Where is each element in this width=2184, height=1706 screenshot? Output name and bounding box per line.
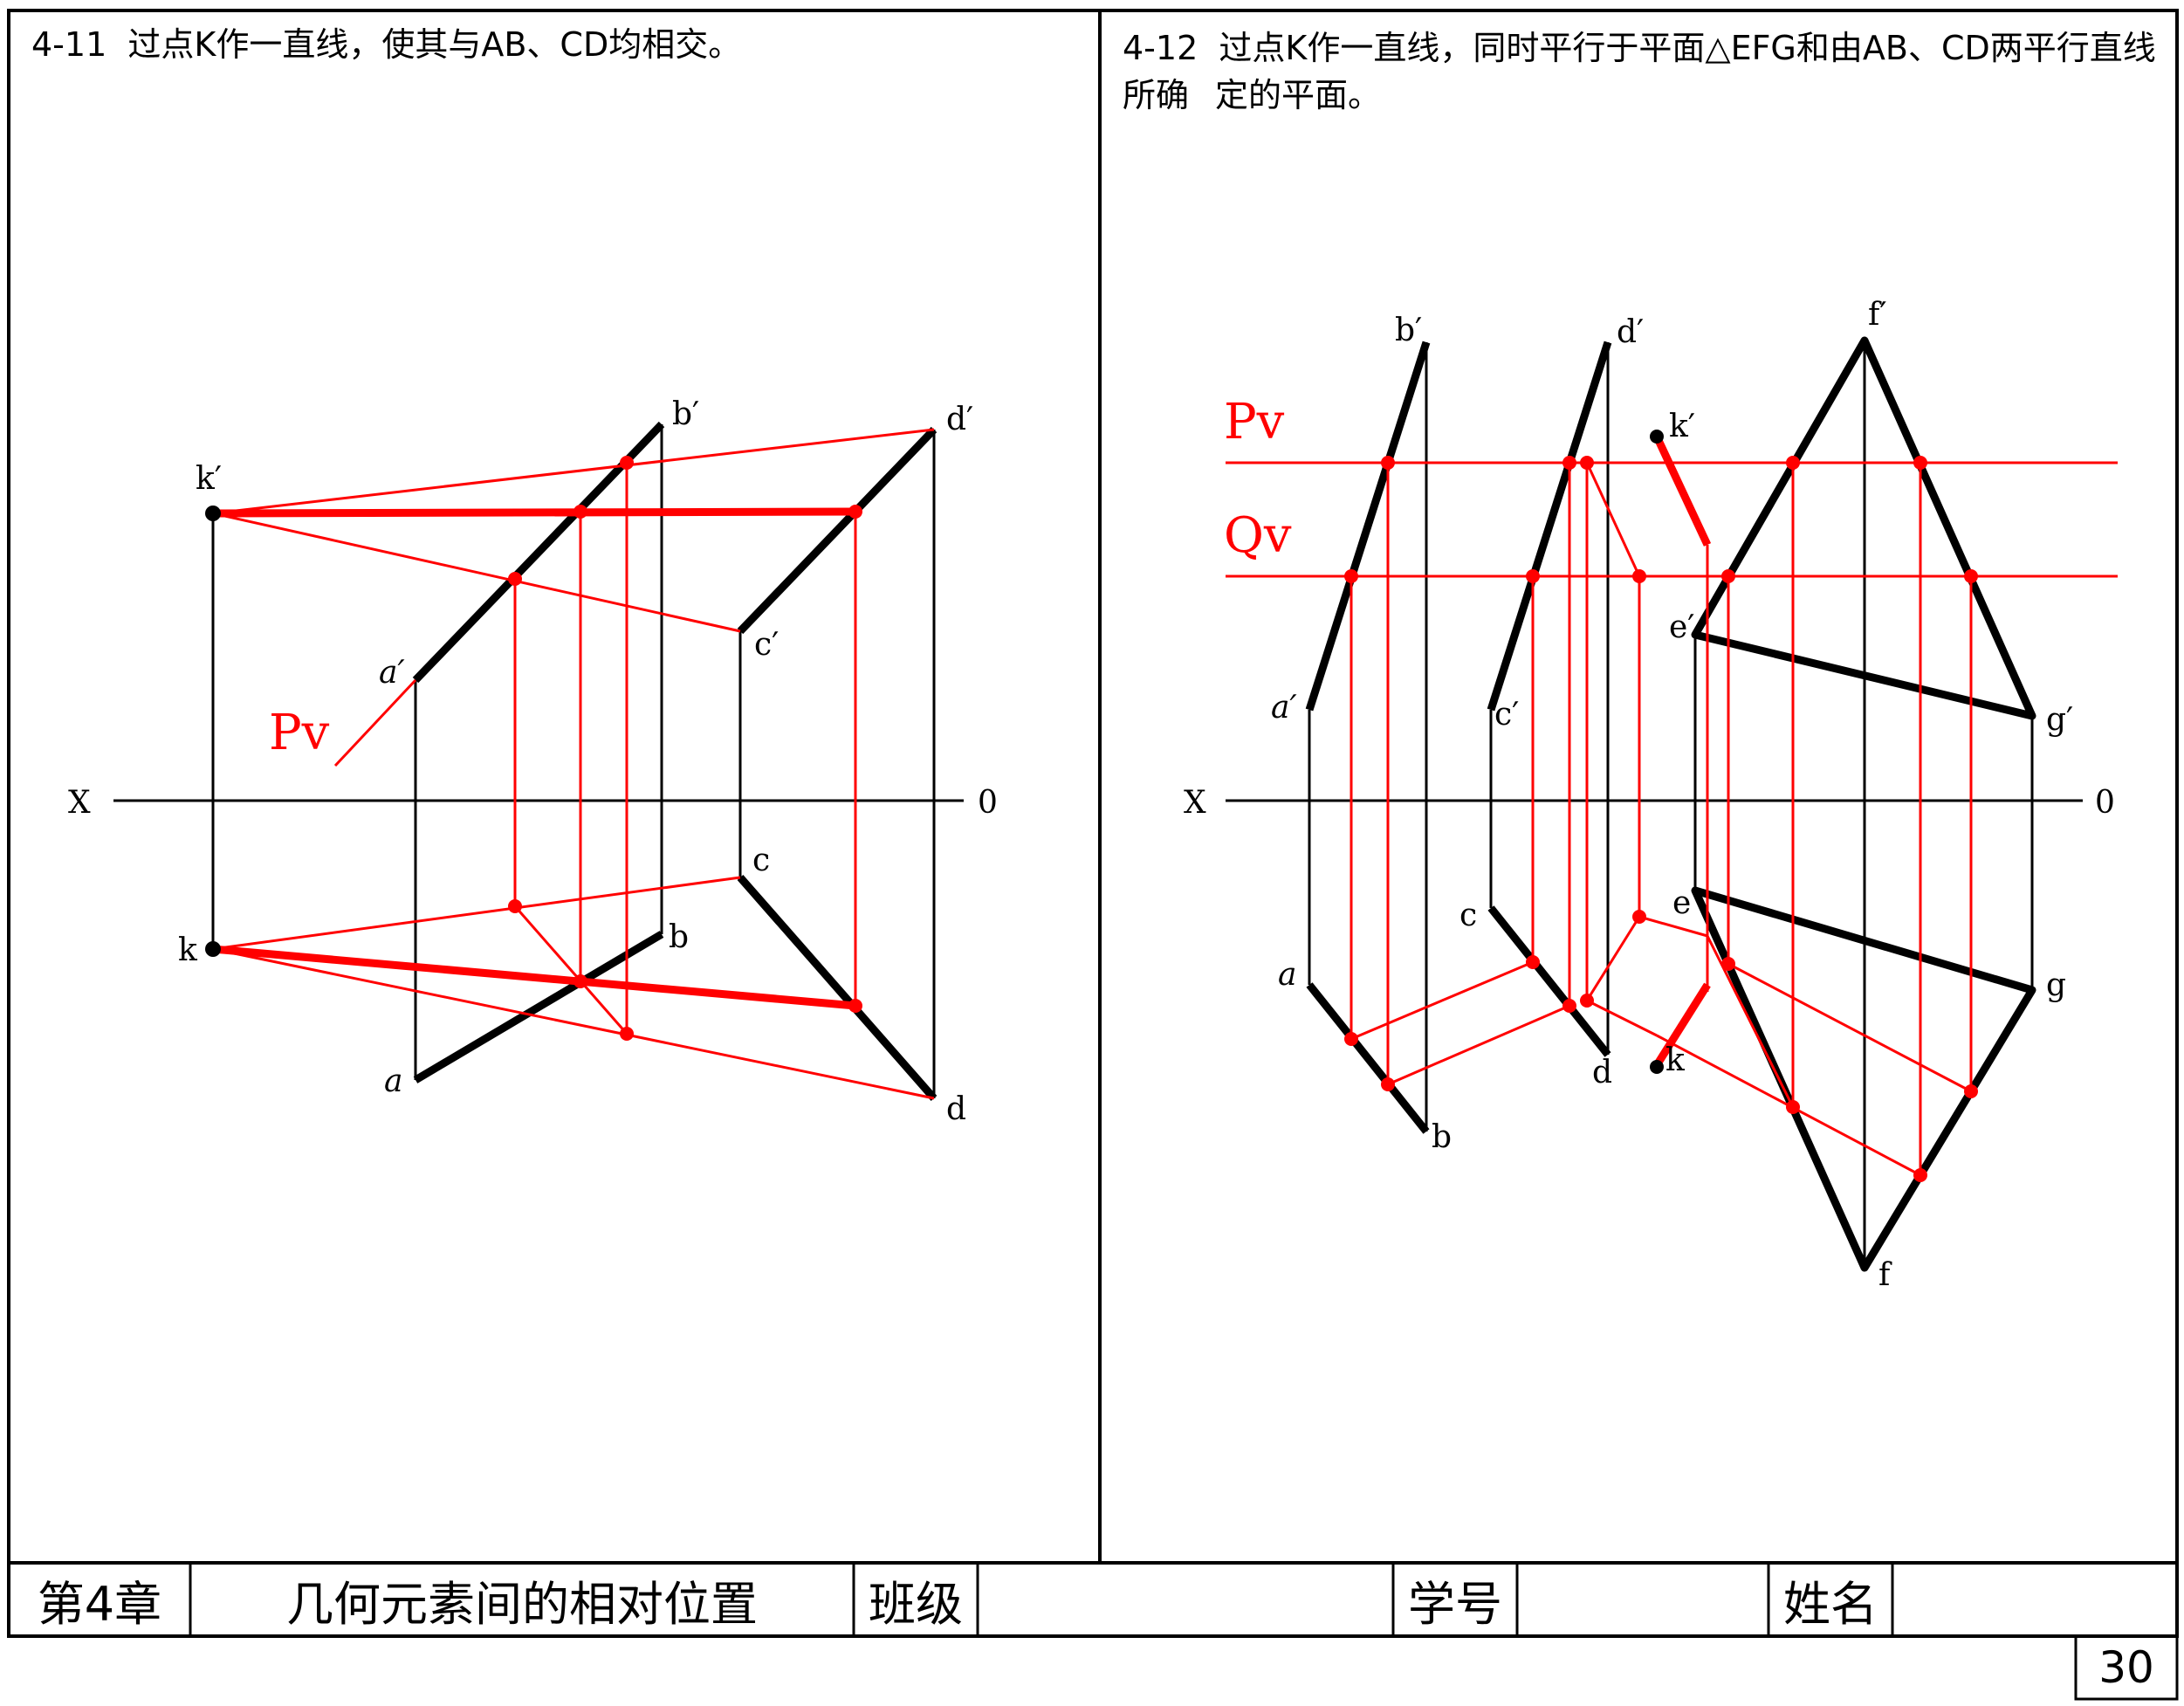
solution-line-front	[212, 507, 856, 518]
problem-text: 过点K作一直线，使其与AB、CD均相交。	[127, 25, 742, 64]
label-d': d′	[1617, 314, 1644, 350]
problem-number: 4-11	[31, 25, 107, 64]
label-k': k′	[1669, 409, 1695, 444]
red-point	[573, 974, 587, 988]
k'-c'-line	[212, 512, 741, 633]
name-label: 姓名	[1783, 1576, 1878, 1632]
label-g': g′	[2046, 702, 2073, 738]
point-k	[205, 941, 221, 957]
axis-x-label: X	[68, 785, 91, 821]
label-d: d	[1592, 1055, 1612, 1090]
red-link	[1387, 1004, 1570, 1086]
red-point	[620, 456, 634, 470]
red-link	[1585, 916, 1641, 1001]
label-b: b	[1432, 1119, 1452, 1155]
point-k	[1650, 1060, 1664, 1074]
line-ab	[1306, 982, 1430, 1134]
label-pv: Pv	[1224, 394, 1285, 451]
label-k: k	[1665, 1042, 1686, 1078]
class-label: 班级	[869, 1576, 963, 1632]
line-a'b'	[1305, 341, 1431, 712]
problem-text-line2: 定的平面。	[1215, 76, 1382, 114]
problem-number: 4-12	[1123, 29, 1198, 67]
red-point	[848, 505, 862, 519]
red-link	[1727, 962, 1972, 1093]
label-b': b′	[1395, 313, 1422, 348]
point-k'	[205, 506, 221, 521]
label-e': e′	[1669, 609, 1694, 645]
problem-4-12-title-line2: 定的平面。	[1215, 72, 1381, 119]
red-point	[620, 1027, 634, 1041]
axis-origin-label: 0	[978, 785, 998, 821]
label-a': a′	[1271, 690, 1297, 726]
line-cd	[1487, 905, 1611, 1057]
problem-text-line1: 过点K作一直线，同时平行于平面△EFG和由AB、CD两平行直线所确	[1123, 29, 2156, 114]
label-c: c	[752, 843, 770, 878]
label-qv: Qv	[1224, 507, 1292, 564]
label-b: b	[669, 919, 689, 955]
name-field[interactable]	[1894, 1565, 2175, 1634]
red-link	[1706, 935, 1795, 1108]
label-c: c	[1459, 898, 1477, 933]
solution-line-front	[1652, 435, 1712, 547]
red-point	[573, 505, 587, 519]
triangle-e'f'g'	[1691, 336, 2036, 720]
label-pv: Pv	[269, 705, 330, 761]
red-link	[1638, 915, 1708, 938]
construction-points	[508, 456, 862, 1041]
k'-d'-line	[212, 428, 935, 515]
label-k': k′	[196, 461, 222, 497]
line-c'd'	[1487, 341, 1612, 712]
k-c-line	[212, 876, 741, 951]
label-f': f′	[1868, 297, 1887, 333]
k-d-line	[212, 947, 935, 1100]
plane-pv-trace	[333, 678, 417, 767]
solution-lines	[1652, 435, 1712, 1068]
label-a': a′	[379, 655, 405, 691]
label-d: d	[946, 1091, 966, 1127]
red-link	[513, 905, 628, 1035]
red-link	[1586, 999, 1658, 1037]
red-link	[1350, 960, 1534, 1041]
line-c'd'	[737, 426, 937, 635]
page-number-box	[2074, 1634, 2179, 1701]
label-f: f	[1878, 1257, 1892, 1293]
problem-4-11-title: 4-11 过点K作一直线，使其与AB、CD均相交。	[31, 21, 741, 68]
student-id-field[interactable]	[1519, 1565, 1767, 1634]
label-c': c′	[1494, 697, 1519, 733]
point-k'	[1650, 430, 1664, 444]
solution-line-top	[1653, 982, 1711, 1068]
label-c': c′	[754, 627, 779, 663]
class-field[interactable]	[979, 1565, 1391, 1634]
solution-line-top	[212, 945, 856, 1010]
label-d': d′	[946, 402, 973, 437]
axis-origin-label: 0	[2095, 785, 2115, 821]
red-link	[1585, 462, 1641, 577]
axis-x-label: X	[1184, 785, 1206, 821]
label-a: a	[384, 1063, 402, 1099]
red-point	[508, 899, 522, 913]
label-b': b′	[672, 396, 699, 432]
label-k: k	[178, 932, 198, 968]
label-a: a	[1278, 957, 1296, 993]
line-ab	[413, 931, 664, 1083]
label-e: e	[1672, 885, 1691, 921]
page-number: 30	[2098, 1642, 2154, 1693]
construction-points	[1344, 456, 1978, 1182]
student-id-label: 学号	[1408, 1576, 1502, 1632]
red-point	[848, 999, 862, 1013]
problem-4-12-title: 4-12 过点K作一直线，同时平行于平面△EFG和由AB、CD两平行直线所确	[1123, 24, 2184, 119]
label-g: g	[2046, 967, 2066, 1003]
outer-border	[7, 9, 2179, 1638]
line-cd	[737, 875, 937, 1101]
construction-lines	[212, 428, 935, 1100]
chapter-number: 第4章	[37, 1576, 162, 1632]
chapter-title: 几何元素间的相对位置	[286, 1576, 758, 1632]
red-point	[508, 572, 522, 586]
